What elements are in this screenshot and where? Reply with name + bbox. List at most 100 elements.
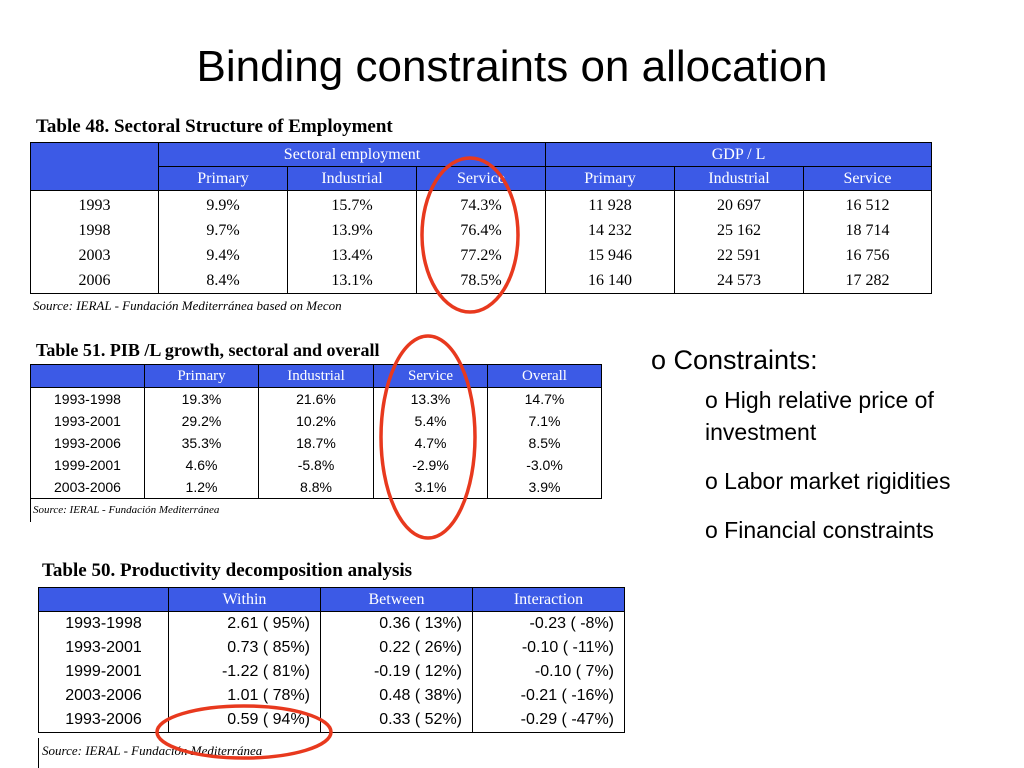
table51-col-header: Primary: [144, 364, 259, 388]
table-cell: 1993-1998: [30, 387, 145, 410]
table-row: 2003-2006 1.01 ( 78%) 0.48 ( 38%) -0.21 …: [38, 684, 625, 708]
table-cell: 29.2%: [144, 410, 259, 432]
bullet-main: o Constraints:: [651, 345, 818, 375]
table-row: 2003 9.4% 13.4% 77.2% 15 946 22 591 16 7…: [30, 243, 933, 268]
table48-col-header: Primary: [158, 166, 288, 191]
table-cell: -3.0%: [487, 454, 602, 476]
table51-col-header: Overall: [487, 364, 602, 388]
table-cell: 16 140: [545, 268, 676, 294]
table-cell: 4.6%: [144, 454, 259, 476]
table-row: 1999-2001 4.6% -5.8% -2.9% -3.0%: [30, 454, 602, 476]
bullet-item: o Labor market rigidities: [705, 468, 951, 494]
table-cell: 17 282: [803, 268, 933, 294]
table-cell: -0.10 ( 7%): [472, 660, 625, 684]
table-row: 1993-2006 0.59 ( 94%) 0.33 ( 52%) -0.29 …: [38, 708, 625, 733]
table51-corner-cell: [30, 364, 145, 388]
table-cell: 0.22 ( 26%): [320, 636, 473, 660]
table-cell: 18.7%: [258, 432, 374, 454]
table-cell: 9.4%: [158, 243, 288, 268]
table-cell: 16 756: [803, 243, 933, 268]
table-cell: 25 162: [674, 218, 805, 243]
table50-col-header: Between: [320, 587, 473, 612]
table48-col-header: Service: [803, 166, 933, 191]
table-cell: 2003-2006: [30, 476, 145, 499]
table48-group-header: GDP / L: [545, 142, 933, 167]
table-row: 1993-1998 19.3% 21.6% 13.3% 14.7%: [30, 387, 602, 410]
table-cell: 9.7%: [158, 218, 288, 243]
table-cell: 21.6%: [258, 387, 374, 410]
table-cell: 0.36 ( 13%): [320, 611, 473, 636]
table-cell: 1993-1998: [38, 611, 169, 636]
table-cell: 76.4%: [415, 218, 547, 243]
table48-col-header: Primary: [545, 166, 676, 191]
within-1993-2006-highlight: [155, 704, 333, 760]
table-cell: 5.4%: [373, 410, 488, 432]
table-cell: 13.9%: [287, 218, 417, 243]
table50-col-header: Interaction: [472, 587, 625, 612]
table51-col-header: Service: [373, 364, 488, 388]
table-cell: 11 928: [545, 190, 676, 218]
table-cell: 4.7%: [373, 432, 488, 454]
table-cell: -1.22 ( 81%): [168, 660, 321, 684]
table50-corner-cell: [38, 587, 169, 612]
bullet-item: o Financial constraints: [705, 517, 934, 543]
table48-source: Source: IERAL - Fundación Mediterránea b…: [33, 298, 342, 313]
constraints-list: o Constraints: o High relative price of …: [651, 345, 1005, 563]
table-cell: 77.2%: [415, 243, 547, 268]
table-row: 1999-2001 -1.22 ( 81%) -0.19 ( 12%) -0.1…: [38, 660, 625, 684]
table-row: 1993-2006 35.3% 18.7% 4.7% 8.5%: [30, 432, 602, 454]
table-cell: 1.2%: [144, 476, 259, 499]
productivity-decomposition-table: Within Between Interaction 1993-1998 2.6…: [38, 587, 625, 733]
table-cell: 2006: [30, 268, 159, 294]
table51-caption: Table 51. PIB /L growth, sectoral and ov…: [36, 340, 380, 360]
table-cell: -0.19 ( 12%): [320, 660, 473, 684]
table-cell: 7.1%: [487, 410, 602, 432]
table48-caption: Table 48. Sectoral Structure of Employme…: [36, 116, 393, 137]
table48-col-header: Industrial: [287, 166, 417, 191]
employment-structure-table: Sectoral employment GDP / L Primary Indu…: [30, 142, 933, 294]
table-cell: 1999-2001: [30, 454, 145, 476]
table-cell: -0.29 ( -47%): [472, 708, 625, 733]
table-cell: 2.61 ( 95%): [168, 611, 321, 636]
table-cell: -0.21 ( -16%): [472, 684, 625, 708]
table-row: 1993 9.9% 15.7% 74.3% 11 928 20 697 16 5…: [30, 190, 933, 218]
table51-col-header: Industrial: [258, 364, 374, 388]
table-cell: 1.01 ( 78%): [168, 684, 321, 708]
table51-source: Source: IERAL - Fundación Mediterránea: [33, 504, 220, 516]
table-cell: -2.9%: [373, 454, 488, 476]
table-row: 2003-2006 1.2% 8.8% 3.1% 3.9%: [30, 476, 602, 499]
table-cell: 1998: [30, 218, 159, 243]
table48-col-header: Industrial: [674, 166, 805, 191]
slide-title: Binding constraints on allocation: [196, 42, 828, 91]
table-cell: 15 946: [545, 243, 676, 268]
table-cell: 13.4%: [287, 243, 417, 268]
table48-corner-cell: [30, 142, 159, 191]
table-cell: 8.8%: [258, 476, 374, 499]
table-row: 1998 9.7% 13.9% 76.4% 14 232 25 162 18 7…: [30, 218, 933, 243]
table-cell: 0.33 ( 52%): [320, 708, 473, 733]
table-cell: 14.7%: [487, 387, 602, 410]
table50-caption: Table 50. Productivity decomposition ana…: [42, 560, 413, 581]
table-cell: 1993-2006: [38, 708, 169, 733]
source-divider: [38, 738, 39, 768]
table-cell: 74.3%: [415, 190, 547, 218]
table-cell: 10.2%: [258, 410, 374, 432]
table-cell: 9.9%: [158, 190, 288, 218]
table-cell: 1993-2006: [30, 432, 145, 454]
table-row: 1993-2001 0.73 ( 85%) 0.22 ( 26%) -0.10 …: [38, 636, 625, 660]
table48-group-header: Sectoral employment: [157, 142, 547, 167]
table-cell: 3.9%: [487, 476, 602, 499]
table-cell: 35.3%: [144, 432, 259, 454]
table-cell: 16 512: [803, 190, 933, 218]
table48-col-header: Service: [415, 166, 547, 191]
service-employment-highlight: [420, 156, 520, 314]
table-cell: -0.23 ( -8%): [472, 611, 625, 636]
table-cell: 22 591: [674, 243, 805, 268]
table-cell: 3.1%: [373, 476, 488, 499]
table-cell: 13.1%: [287, 268, 417, 294]
table-row: 1993-2001 29.2% 10.2% 5.4% 7.1%: [30, 410, 602, 432]
table-cell: -0.10 ( -11%): [472, 636, 625, 660]
bullet-item: o High relative price of investment: [705, 387, 934, 445]
table-cell: 20 697: [674, 190, 805, 218]
table-cell: 18 714: [803, 218, 933, 243]
